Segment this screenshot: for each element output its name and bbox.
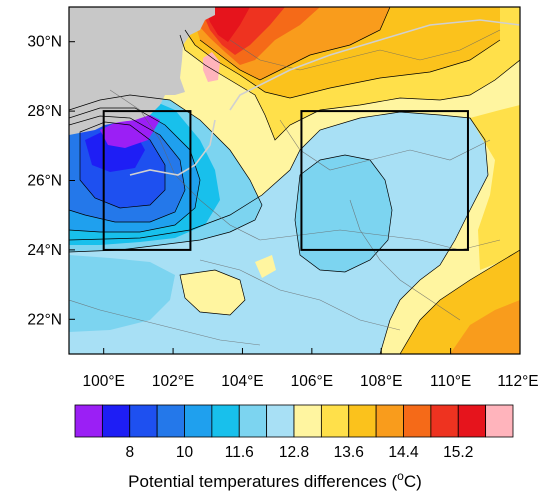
colorbar-swatch (266, 404, 295, 438)
colorbar-swatch (129, 404, 158, 438)
axis-ticks: 100°E 102°E 104°E 106°E 108°E 110°E 112°E 30°N 2… (27, 34, 538, 390)
colorbar-tick-label: 14.4 (388, 444, 419, 461)
y-tick-label: 30°N (27, 34, 62, 51)
colorbar-title: Potential temperatures differences (oC) (128, 469, 422, 491)
colorbar-tick-label: 11.6 (225, 444, 254, 461)
field-pink (203, 52, 220, 82)
x-tick-label: 112°E (497, 373, 538, 390)
colorbar-swatch (485, 404, 514, 438)
west-box (102, 110, 192, 251)
missing-terrain (69, 7, 215, 135)
field-south-orange-2 (450, 300, 520, 354)
field-east-yellow (470, 105, 520, 270)
colorbar: 8 10 11.6 12.8 13.6 14.4 15.2 (74, 404, 514, 461)
colorbar-swatch (156, 404, 185, 438)
x-tick-label: 108°E (360, 373, 402, 390)
x-tick-label: 102°E (152, 373, 194, 390)
colorbar-tick-label: 8 (125, 444, 134, 461)
colorbar-swatch (348, 404, 377, 438)
colorbar-swatch (403, 404, 432, 438)
colorbar-tick-label: 13.6 (334, 444, 364, 461)
x-tick-label: 100°E (82, 373, 124, 390)
colorbar-swatch (184, 404, 213, 438)
y-tick-label: 28°N (27, 103, 62, 120)
colorbar-swatch (375, 404, 404, 438)
region-boxes (102, 110, 469, 251)
colorbar-swatch (211, 404, 240, 438)
y-tick-label: 22°N (27, 311, 62, 328)
field-cyan-east (295, 155, 392, 272)
colorbar-swatch (430, 404, 459, 438)
field-yellow-patch-1 (180, 270, 245, 315)
colorbar-swatch (74, 404, 103, 438)
x-tick-label: 104°E (221, 373, 263, 390)
colorbar-swatch (293, 404, 322, 438)
colorbar-tick-label: 12.8 (279, 444, 309, 461)
colorbar-tick-label: 15.2 (443, 444, 473, 461)
colorbar-tick-label: 10 (176, 444, 194, 461)
y-tick-label: 24°N (27, 242, 62, 259)
national-border (129, 19, 520, 176)
east-box (300, 110, 469, 251)
x-tick-label: 106°E (291, 373, 333, 390)
colorbar-swatch (101, 404, 131, 438)
field-red-2 (205, 7, 250, 42)
contour-lines (69, 7, 520, 354)
field-yellow-patch-2 (255, 255, 276, 278)
contour-field (69, 7, 520, 354)
colorbar-swatch (320, 404, 350, 438)
colorbar-swatch (457, 404, 487, 438)
field-cyan-south (69, 255, 175, 332)
colorbar-swatch (238, 404, 268, 438)
y-tick-label: 26°N (27, 173, 62, 190)
x-tick-label: 110°E (430, 373, 471, 390)
